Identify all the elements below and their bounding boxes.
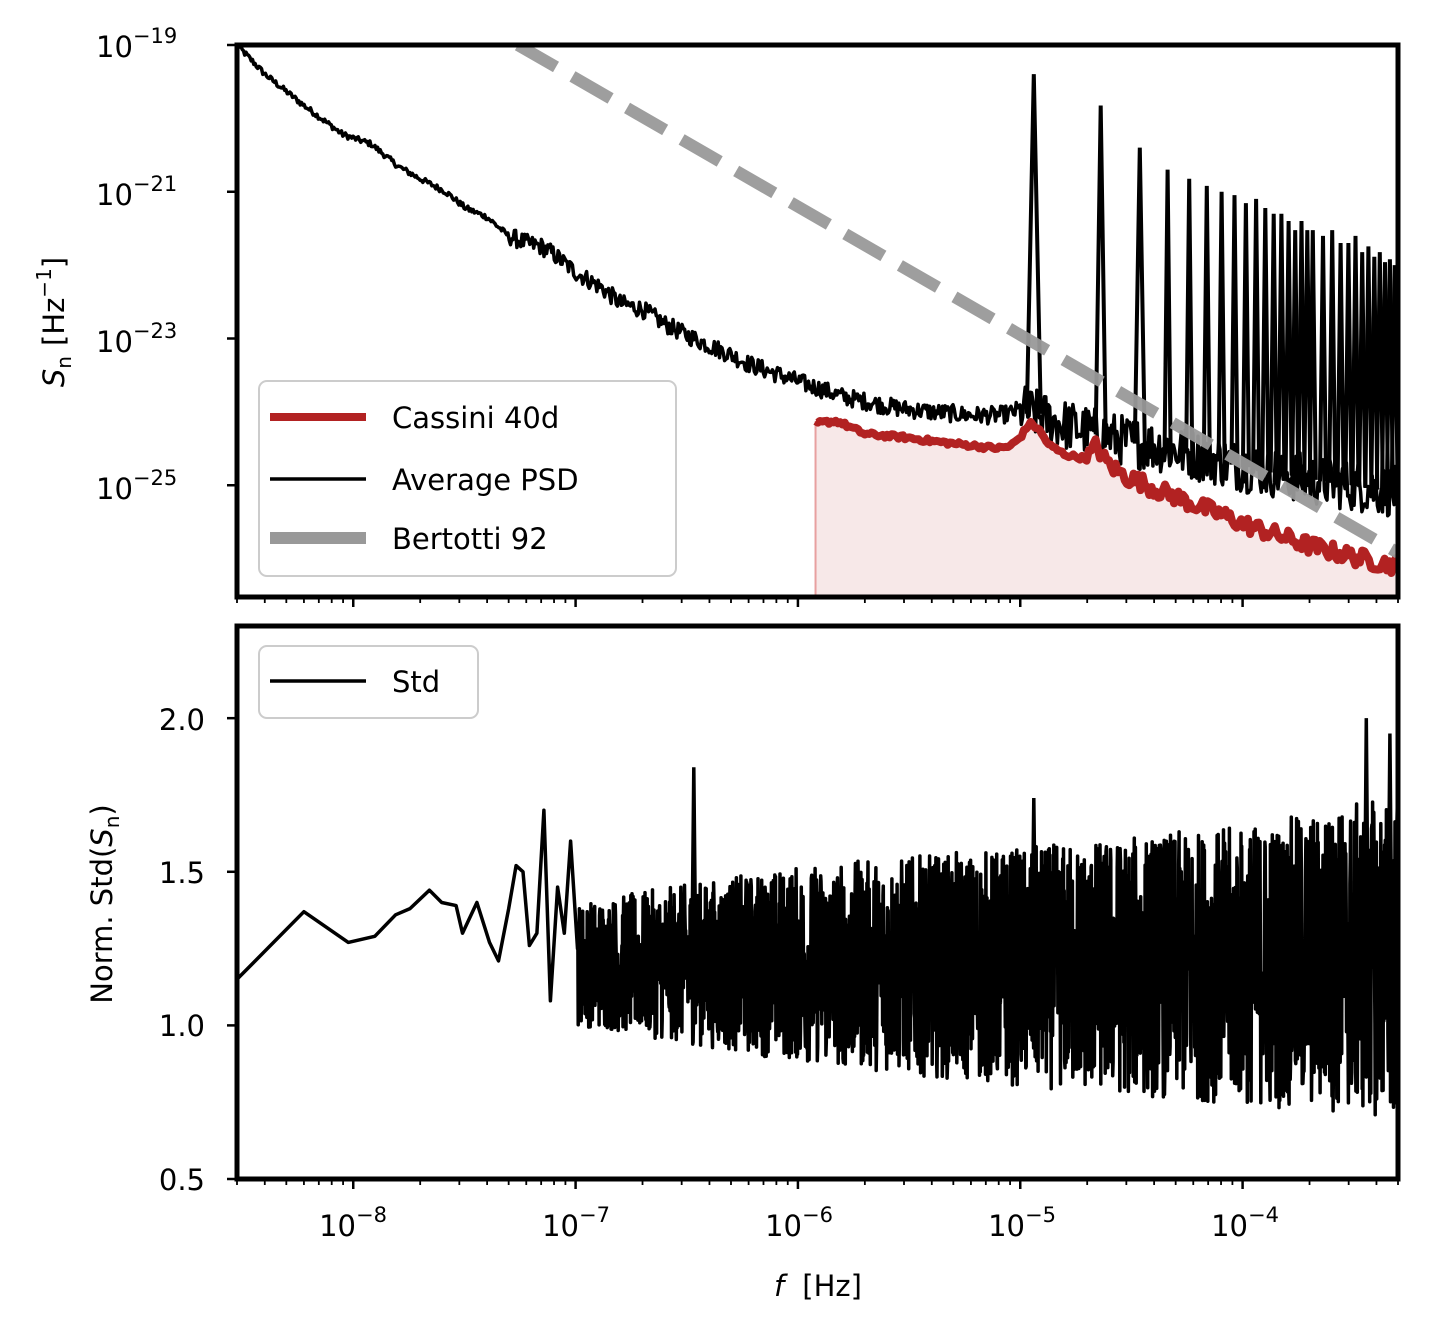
cassini-fill <box>815 420 1398 597</box>
average-psd-spikes <box>1024 74 1398 492</box>
psd-spike <box>1184 178 1195 454</box>
xtick-label-1e-5: 10−5 <box>988 1203 1056 1243</box>
psd-spike <box>1201 185 1212 458</box>
psd-spike <box>1335 242 1346 485</box>
top-ytick-label-1e-19: 10−19 <box>96 24 177 64</box>
psd-spike <box>1318 235 1328 482</box>
std-peaks <box>690 718 1394 967</box>
psd-spike <box>1251 198 1262 470</box>
bottom-ytick-label-1.0: 1.0 <box>159 1009 205 1043</box>
bertotti-92-line <box>514 45 1398 558</box>
psd-spike <box>1260 207 1271 471</box>
legend-label-bertotti: Bertotti 92 <box>392 522 548 556</box>
x-axis-label: f [Hz] <box>774 1269 862 1303</box>
psd-spike <box>1216 191 1227 462</box>
psd-spike <box>1162 169 1173 449</box>
legend-label-std: Std <box>392 665 440 699</box>
std-line <box>237 800 1398 1117</box>
psd-spike <box>1343 242 1354 486</box>
psd-spike <box>1132 147 1147 444</box>
legend-label-average-psd: Average PSD <box>392 463 579 497</box>
xtick-label-1e-8: 10−8 <box>319 1203 387 1243</box>
psd-spike <box>1290 230 1301 477</box>
bottom-axes-frame <box>234 623 1401 1182</box>
bottom-panel: 0.5 1.0 1.5 2.0 10−8 10−7 10−6 10−5 10−4… <box>85 623 1401 1303</box>
top-legend-box <box>258 380 677 577</box>
bottom-legend: Std <box>258 645 479 719</box>
psd-spike <box>1283 220 1294 476</box>
top-panel: 10−19 10−21 10−23 10−25 Sn[Hz−1] Cassini… <box>32 24 1401 607</box>
std-peak <box>1030 797 1038 967</box>
bottom-legend-box <box>258 645 479 719</box>
std-peak <box>1386 733 1394 957</box>
top-ytick-label-1e-21: 10−21 <box>96 172 177 212</box>
psd-spike <box>1357 252 1368 488</box>
psd-spike <box>1276 213 1287 475</box>
xtick-label-1e-4: 10−4 <box>1211 1203 1279 1243</box>
psd-spike <box>1327 230 1338 483</box>
top-ytick-label-1e-23: 10−23 <box>96 319 177 359</box>
xtick-label-1e-6: 10−6 <box>765 1203 833 1243</box>
top-axes-frame <box>234 42 1401 600</box>
xtick-label-1e-7: 10−7 <box>542 1203 610 1243</box>
std-peak <box>1362 718 1371 959</box>
std-peak <box>690 767 698 964</box>
psd-spike <box>1024 74 1043 414</box>
psd-spike <box>1307 230 1318 480</box>
psd-spike <box>1229 195 1240 465</box>
legend-label-cassini: Cassini 40d <box>392 401 559 435</box>
cassini-40d-line <box>813 416 1398 577</box>
bottom-ytick-label-2.0: 2.0 <box>159 703 205 737</box>
bottom-ytick-label-0.5: 0.5 <box>159 1163 205 1197</box>
psd-spike <box>1350 235 1361 487</box>
top-ytick-label-1e-25: 10−25 <box>96 466 177 506</box>
top-y-axis-label: Sn[Hz−1] <box>32 257 76 387</box>
bottom-y-axis-label: Norm. Std(Sn) <box>85 804 124 1003</box>
psd-spike <box>1268 213 1279 473</box>
bottom-ytick-label-1.5: 1.5 <box>159 856 205 890</box>
psd-spike <box>1093 105 1108 435</box>
top-legend: Cassini 40d Average PSD Bertotti 92 <box>258 380 677 577</box>
psd-spike <box>1240 203 1251 468</box>
